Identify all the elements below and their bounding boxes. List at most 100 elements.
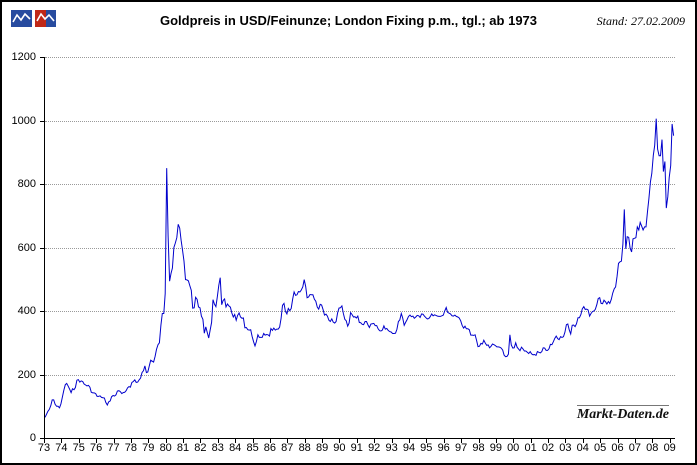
x-tick-label: 05 [593, 442, 607, 454]
chart-title: Goldpreis in USD/Feinunze; London Fixing… [159, 13, 538, 28]
x-tick [669, 439, 671, 443]
x-tick [165, 439, 167, 443]
x-tick-label: 07 [628, 442, 642, 454]
x-tick-label: 04 [576, 442, 589, 454]
x-tick-label: 80 [159, 442, 172, 454]
stand-date-label: Stand: 27.02.2009 [596, 14, 685, 28]
x-tick-label: 09 [663, 442, 676, 454]
y-tick [40, 247, 44, 249]
y-tick-label: 1000 [11, 114, 36, 127]
x-tick-label: 76 [89, 442, 103, 454]
x-tick [652, 439, 654, 443]
x-tick [478, 439, 480, 443]
x-tick-label: 98 [472, 442, 485, 454]
x-tick [322, 439, 324, 443]
x-tick-label: 79 [142, 442, 155, 454]
x-tick [426, 439, 428, 443]
price-line-svg [45, 118, 675, 418]
x-tick [269, 439, 271, 443]
x-tick-label: 82 [194, 442, 207, 454]
y-tick [40, 184, 44, 185]
x-tick-label: 92 [368, 442, 381, 454]
x-tick-label: 95 [420, 442, 433, 454]
x-tick-label: 01 [524, 442, 537, 454]
y-tick [40, 311, 44, 312]
y-tick [40, 57, 44, 58]
y-axis-ticks [40, 57, 44, 439]
x-tick-label: 85 [246, 442, 259, 454]
gridline [45, 57, 675, 58]
x-tick-label: 78 [124, 442, 138, 454]
x-tick-label: 08 [646, 442, 659, 454]
x-tick [443, 439, 445, 443]
x-tick [113, 439, 115, 443]
gridline [45, 184, 675, 185]
x-tick-label: 00 [507, 442, 520, 454]
x-tick [374, 439, 376, 443]
x-tick-label: 87 [281, 442, 294, 454]
x-tick [461, 439, 463, 443]
x-tick-label: 90 [333, 442, 346, 454]
x-tick [304, 439, 306, 443]
markt-daten-logo [11, 10, 56, 27]
x-tick [634, 439, 636, 443]
logo-chart-icon-red-blue [35, 10, 56, 27]
y-tick-label: 800 [17, 178, 36, 190]
x-tick-label: 83 [211, 442, 224, 454]
x-tick-label: 94 [402, 442, 416, 454]
x-tick-label: 75 [72, 442, 85, 454]
x-tick [148, 439, 150, 443]
x-tick-label: 99 [489, 442, 503, 454]
y-tick-label: 600 [17, 241, 36, 254]
x-tick [617, 439, 619, 443]
y-tick-label: 1200 [11, 51, 36, 63]
x-tick [130, 439, 132, 443]
gridline [45, 120, 675, 122]
watermark: Markt-Daten.de [576, 405, 669, 422]
x-tick-label: 97 [454, 442, 468, 454]
x-tick-label: 88 [298, 442, 311, 454]
x-tick-label: 74 [55, 442, 68, 454]
x-tick [391, 439, 393, 443]
x-tick [356, 439, 358, 443]
x-tick-label: 06 [611, 442, 624, 454]
x-tick [44, 439, 45, 443]
x-tick-label: 89 [315, 442, 329, 454]
y-tick-label: 400 [17, 305, 36, 317]
x-tick-label: 77 [107, 442, 120, 454]
gridlines [45, 57, 675, 438]
x-tick [582, 439, 584, 443]
x-tick-label: 03 [559, 442, 572, 454]
x-tick-label: 73 [37, 442, 51, 454]
x-tick-label: 86 [263, 442, 277, 454]
y-axis-labels: 0 200 400 600 800 1000 1200 [2, 51, 39, 444]
y-tick-label: 200 [17, 368, 36, 381]
y-tick-label: 0 [29, 432, 36, 444]
x-tick [217, 439, 219, 443]
x-tick-label: 81 [176, 442, 190, 454]
y-tick [40, 120, 44, 122]
x-tick [513, 439, 515, 443]
y-tick [40, 438, 44, 439]
x-tick [495, 439, 497, 443]
x-tick [548, 439, 549, 443]
y-tick [40, 374, 44, 376]
gridline [45, 374, 675, 376]
price-line [45, 118, 675, 418]
x-axis-ticks [44, 439, 675, 444]
x-tick [61, 439, 63, 443]
x-tick-label: 96 [437, 442, 450, 454]
gridline [45, 247, 675, 249]
x-tick [409, 439, 410, 443]
x-tick [252, 439, 254, 443]
x-axis-labels: 73 74 75 76 77 78 79 80 81 82 83 84 85 86 87 88 89 90 91 92… [38, 442, 684, 456]
x-tick [183, 439, 184, 443]
x-tick [530, 439, 532, 443]
logo-chart-icon-blue [11, 10, 32, 27]
x-tick [78, 439, 80, 443]
x-tick [339, 439, 341, 443]
plot-area [44, 57, 675, 439]
x-tick [96, 439, 98, 443]
x-tick [600, 439, 602, 443]
